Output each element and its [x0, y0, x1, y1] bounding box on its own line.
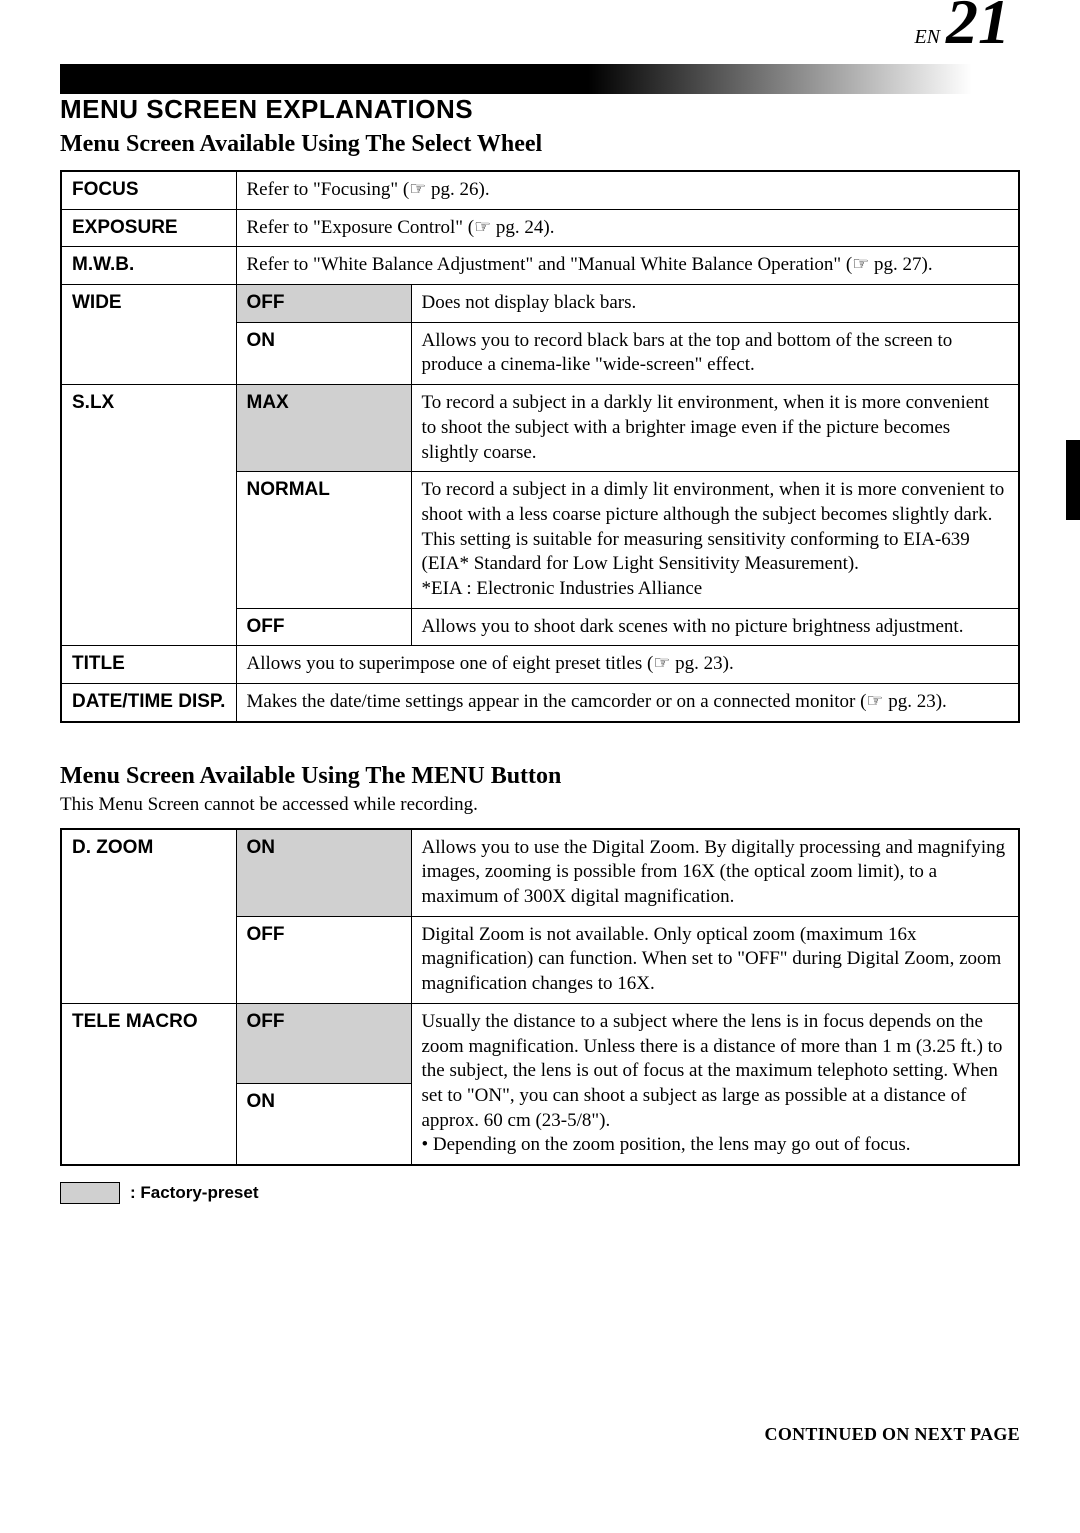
table-row: TELE MACRO OFF Usually the distance to a…: [61, 1003, 1019, 1083]
telemacro-bullet: • Depending on the zoom position, the le…: [422, 1134, 911, 1155]
cell-option: MAX: [236, 385, 411, 472]
cell-label: DATE/TIME DISP.: [61, 684, 236, 722]
section-title: MENU SCREEN EXPLANATIONS: [60, 94, 1020, 125]
edge-tab: [1066, 440, 1080, 520]
cell-option: OFF: [236, 1003, 411, 1083]
table-row: WIDE OFF Does not display black bars.: [61, 285, 1019, 323]
cell-option: ON: [236, 322, 411, 384]
cell-option: OFF: [236, 916, 411, 1003]
table-select-wheel: FOCUS Refer to "Focusing" (☞ pg. 26). EX…: [60, 170, 1020, 723]
cell-option: OFF: [236, 608, 411, 646]
cell-desc: Refer to "Focusing" (☞ pg. 26).: [236, 171, 1019, 209]
cell-label: D. ZOOM: [61, 829, 236, 1004]
header-band: [60, 64, 1020, 94]
subtitle-2-note: This Menu Screen cannot be accessed whil…: [60, 794, 1020, 816]
cell-desc: To record a subject in a darkly lit envi…: [411, 385, 1019, 472]
cell-desc: Usually the distance to a subject where …: [411, 1003, 1019, 1165]
legend-swatch: [60, 1182, 120, 1204]
cell-desc: Allows you to use the Digital Zoom. By d…: [411, 829, 1019, 917]
subtitle-1: Menu Screen Available Using The Select W…: [60, 131, 1020, 158]
table-row: S.LX MAX To record a subject in a darkly…: [61, 385, 1019, 472]
cell-label: EXPOSURE: [61, 209, 236, 247]
cell-desc: Allows you to shoot dark scenes with no …: [411, 608, 1019, 646]
legend-text: : Factory-preset: [130, 1183, 258, 1203]
subtitle-2: Menu Screen Available Using The MENU But…: [60, 763, 1020, 790]
cell-desc: Does not display black bars.: [411, 285, 1019, 323]
legend-row: : Factory-preset: [60, 1182, 1020, 1204]
telemacro-desc: Usually the distance to a subject where …: [422, 1011, 1003, 1131]
page-number-row: EN 21: [60, 0, 1020, 54]
cell-label: S.LX: [61, 385, 236, 646]
table-row: EXPOSURE Refer to "Exposure Control" (☞ …: [61, 209, 1019, 247]
table-row: M.W.B. Refer to "White Balance Adjustmen…: [61, 247, 1019, 285]
page-content: EN 21 MENU SCREEN EXPLANATIONS Menu Scre…: [0, 0, 1080, 1485]
cell-desc: Allows you to superimpose one of eight p…: [236, 646, 1019, 684]
table-menu-button: D. ZOOM ON Allows you to use the Digital…: [60, 828, 1020, 1166]
cell-desc: Digital Zoom is not available. Only opti…: [411, 916, 1019, 1003]
cell-option: ON: [236, 829, 411, 917]
table-row: FOCUS Refer to "Focusing" (☞ pg. 26).: [61, 171, 1019, 209]
cell-label: TITLE: [61, 646, 236, 684]
cell-desc: Allows you to record black bars at the t…: [411, 322, 1019, 384]
table-row: TITLE Allows you to superimpose one of e…: [61, 646, 1019, 684]
cell-option: ON: [236, 1084, 411, 1165]
footer-continued: CONTINUED ON NEXT PAGE: [60, 1424, 1020, 1445]
cell-desc: Refer to "Exposure Control" (☞ pg. 24).: [236, 209, 1019, 247]
table-row: D. ZOOM ON Allows you to use the Digital…: [61, 829, 1019, 917]
cell-desc: Refer to "White Balance Adjustment" and …: [236, 247, 1019, 285]
lang-label: EN: [914, 26, 940, 49]
cell-desc: To record a subject in a dimly lit envir…: [411, 472, 1019, 608]
cell-desc: Makes the date/time settings appear in t…: [236, 684, 1019, 722]
cell-option: NORMAL: [236, 472, 411, 608]
cell-label: M.W.B.: [61, 247, 236, 285]
table-row: DATE/TIME DISP. Makes the date/time sett…: [61, 684, 1019, 722]
cell-label: FOCUS: [61, 171, 236, 209]
cell-option: OFF: [236, 285, 411, 323]
cell-label: TELE MACRO: [61, 1003, 236, 1165]
page-number: 21: [946, 0, 1010, 54]
cell-label: WIDE: [61, 285, 236, 385]
